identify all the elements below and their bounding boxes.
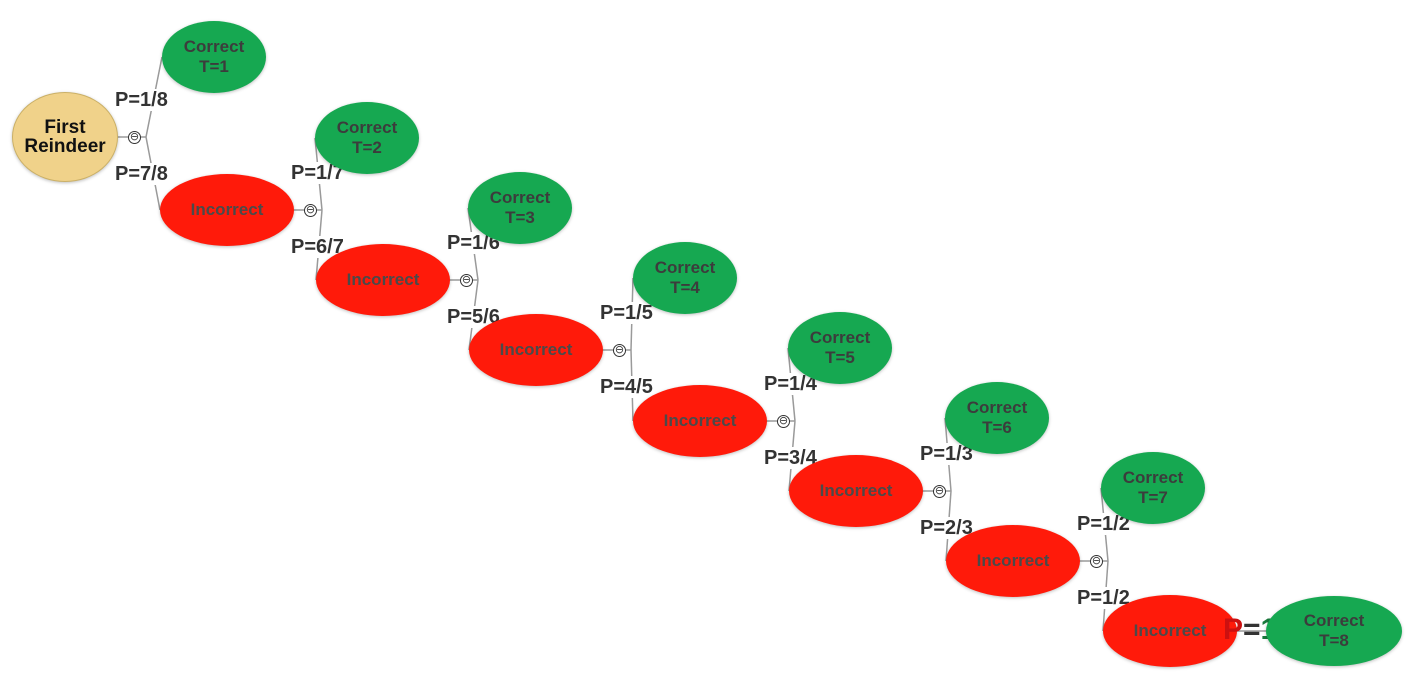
correct-node[interactable]: Correct T=4 xyxy=(633,242,737,314)
prob-incorrect-label: P=1/2 xyxy=(1076,587,1131,609)
root-line1: First xyxy=(44,117,86,138)
correct-label: Correct xyxy=(654,258,716,277)
prob-correct-label: P=1/5 xyxy=(599,302,654,324)
root-node[interactable]: First Reindeer xyxy=(12,92,118,182)
correct-label: Correct xyxy=(1122,468,1184,487)
incorrect-node[interactable]: Incorrect xyxy=(160,174,294,246)
prob-correct-label: P=1/2 xyxy=(1076,513,1131,535)
correct-node[interactable]: Correct T=7 xyxy=(1101,452,1205,524)
incorrect-node[interactable]: Incorrect xyxy=(633,385,767,457)
correct-label: Correct xyxy=(489,188,551,207)
turn-label: T=6 xyxy=(982,418,1012,437)
incorrect-label: Incorrect xyxy=(346,270,420,289)
correct-node[interactable]: Correct T=2 xyxy=(315,102,419,174)
correct-node[interactable]: Correct T=5 xyxy=(788,312,892,384)
prob-correct-label: P=1/3 xyxy=(919,443,974,465)
prob-incorrect-label: P=7/8 xyxy=(114,163,169,185)
final-prob-p: P xyxy=(1223,613,1244,646)
collapse-toggle[interactable]: ⊖ xyxy=(460,273,473,287)
prob-correct-label: P=1/8 xyxy=(114,89,169,111)
correct-label: Correct xyxy=(336,118,398,137)
prob-incorrect-label: P=2/3 xyxy=(919,517,974,539)
turn-label: T=2 xyxy=(352,138,382,157)
collapse-toggle[interactable]: ⊖ xyxy=(1090,554,1103,568)
prob-correct-label: P=1/7 xyxy=(290,162,345,184)
prob-incorrect-label: P=5/6 xyxy=(446,306,501,328)
final-prob-eq: = xyxy=(1243,613,1261,646)
prob-incorrect-label: P=3/4 xyxy=(763,447,818,469)
incorrect-label: Incorrect xyxy=(1133,621,1207,640)
incorrect-label: Incorrect xyxy=(499,340,573,359)
prob-correct-label: P=1/6 xyxy=(446,232,501,254)
correct-label: Correct xyxy=(966,398,1028,417)
incorrect-label: Incorrect xyxy=(976,551,1050,570)
correct-node[interactable]: Correct T=6 xyxy=(945,382,1049,454)
incorrect-label: Incorrect xyxy=(663,411,737,430)
turn-label: T=4 xyxy=(670,278,700,297)
turn-label: T=5 xyxy=(825,348,855,367)
prob-incorrect-label: P=4/5 xyxy=(599,376,654,398)
prob-correct-label: P=1/4 xyxy=(763,373,818,395)
collapse-toggle[interactable]: ⊖ xyxy=(933,484,946,498)
incorrect-label: Incorrect xyxy=(190,200,264,219)
turn-label: T=3 xyxy=(505,208,535,227)
incorrect-node[interactable]: Incorrect xyxy=(469,314,603,386)
turn-label: T=1 xyxy=(199,57,229,76)
correct-label: Correct xyxy=(183,37,245,56)
collapse-toggle[interactable]: ⊖ xyxy=(128,130,141,144)
correct-node[interactable]: Correct T=3 xyxy=(468,172,572,244)
incorrect-node[interactable]: Incorrect xyxy=(789,455,923,527)
incorrect-node[interactable]: Incorrect xyxy=(1103,595,1237,667)
collapse-toggle[interactable]: ⊖ xyxy=(304,203,317,217)
turn-label: T=7 xyxy=(1138,488,1168,507)
correct-label: Correct xyxy=(1303,611,1365,630)
prob-incorrect-label: P=6/7 xyxy=(290,236,345,258)
incorrect-node[interactable]: Incorrect xyxy=(946,525,1080,597)
correct-label: Correct xyxy=(809,328,871,347)
collapse-toggle[interactable]: ⊖ xyxy=(613,343,626,357)
incorrect-label: Incorrect xyxy=(819,481,893,500)
collapse-toggle[interactable]: ⊖ xyxy=(777,414,790,428)
turn-label: T=8 xyxy=(1319,631,1349,650)
root-line2: Reindeer xyxy=(24,136,106,157)
incorrect-node[interactable]: Incorrect xyxy=(316,244,450,316)
final-correct-node[interactable]: Correct T=8 xyxy=(1266,596,1402,666)
correct-node[interactable]: Correct T=1 xyxy=(162,21,266,93)
